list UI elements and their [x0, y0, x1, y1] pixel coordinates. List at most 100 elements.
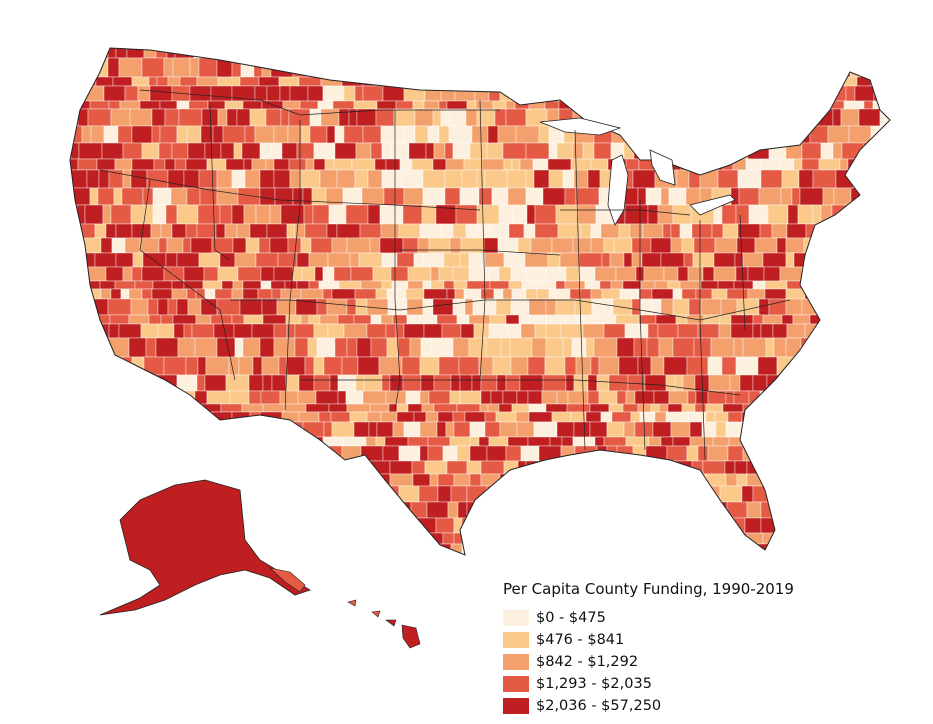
county-cell — [150, 460, 167, 475]
county-cell — [444, 48, 459, 49]
county-cell — [598, 390, 618, 405]
county-cell — [308, 460, 322, 475]
county-cell — [308, 252, 329, 268]
county-cell — [70, 298, 75, 316]
county-cell — [144, 48, 164, 49]
county-cell — [641, 252, 662, 268]
county-cell — [545, 298, 557, 316]
county-cell — [362, 390, 387, 405]
county-cell — [551, 411, 572, 423]
county-cell — [266, 85, 281, 102]
county-cell — [481, 158, 505, 171]
county-cell — [672, 337, 695, 358]
county-cell — [616, 485, 636, 503]
legend-label: $2,036 - $57,250 — [536, 698, 662, 714]
county-cell — [316, 298, 328, 316]
county-cell — [476, 558, 494, 572]
county-cell — [508, 280, 523, 290]
county-cell — [282, 100, 301, 110]
county-cell — [449, 108, 467, 127]
county-cell — [227, 48, 251, 59]
county-cell — [519, 57, 530, 78]
county-cell — [452, 142, 471, 160]
county-cell — [469, 142, 488, 160]
county-cell — [380, 314, 394, 325]
county-cell — [578, 266, 596, 282]
county-cell — [486, 445, 507, 462]
county-cell — [369, 532, 384, 545]
county-cell — [314, 48, 327, 59]
county-cell — [91, 356, 107, 376]
county-cell — [746, 501, 762, 519]
county-cell — [863, 314, 884, 325]
county-cell — [77, 356, 93, 376]
county-cell — [107, 298, 132, 316]
county-cell — [397, 337, 411, 358]
county-cell — [381, 169, 403, 189]
county-cell — [422, 280, 432, 290]
county-cell — [114, 485, 125, 503]
county-cell — [720, 48, 731, 49]
county-cell — [509, 76, 522, 87]
county-cell — [516, 501, 529, 519]
county-cell — [141, 288, 153, 300]
county-cell — [341, 356, 359, 376]
county-cell — [205, 356, 230, 376]
county-cell — [452, 337, 470, 358]
county-cell — [674, 48, 687, 59]
county-cell — [655, 460, 676, 475]
county-cell — [800, 374, 811, 392]
county-cell — [319, 169, 338, 189]
county-cell — [453, 517, 463, 534]
county-cell — [812, 558, 825, 572]
county-cell — [857, 356, 871, 376]
county-cell — [809, 374, 824, 392]
county-cell — [776, 237, 787, 254]
county-cell — [86, 445, 98, 462]
county-cell — [103, 558, 121, 572]
county-cell — [283, 403, 307, 413]
county-cell — [810, 48, 831, 59]
county-cell — [346, 403, 371, 413]
county-cell — [250, 436, 267, 447]
county-cell — [312, 204, 330, 225]
county-cell — [112, 76, 133, 87]
county-cell — [530, 485, 541, 503]
county-cell — [390, 266, 409, 282]
county-cell — [186, 288, 197, 300]
county-cell — [697, 323, 720, 339]
county-cell — [70, 85, 75, 102]
county-cell — [258, 76, 280, 87]
county-cell — [409, 48, 427, 49]
county-cell — [778, 158, 795, 171]
county-cell — [792, 374, 802, 392]
county-cell — [342, 187, 363, 206]
county-cell — [616, 337, 635, 358]
county-cell — [484, 411, 497, 423]
county-cell — [766, 374, 783, 392]
county-cell — [650, 237, 672, 254]
county-cell — [878, 204, 890, 225]
county-cell — [493, 288, 504, 300]
county-cell — [767, 204, 789, 225]
county-cell — [280, 558, 293, 572]
county-cell — [337, 473, 356, 487]
county-cell — [429, 473, 439, 487]
county-cell — [273, 337, 296, 358]
county-cell — [412, 473, 431, 487]
county-cell — [297, 532, 308, 545]
county-cell — [801, 436, 819, 447]
county-cell — [363, 543, 380, 555]
county-cell — [598, 473, 614, 487]
county-cell — [694, 403, 707, 413]
county-cell — [216, 169, 233, 189]
county-cell — [568, 543, 587, 555]
county-cell — [868, 57, 879, 78]
county-cell — [107, 421, 132, 438]
county-cell — [206, 390, 231, 405]
county-cell — [853, 517, 867, 534]
county-cell — [857, 501, 872, 519]
county-cell — [309, 108, 322, 127]
county-cell — [192, 48, 202, 49]
county-cell — [632, 125, 642, 144]
